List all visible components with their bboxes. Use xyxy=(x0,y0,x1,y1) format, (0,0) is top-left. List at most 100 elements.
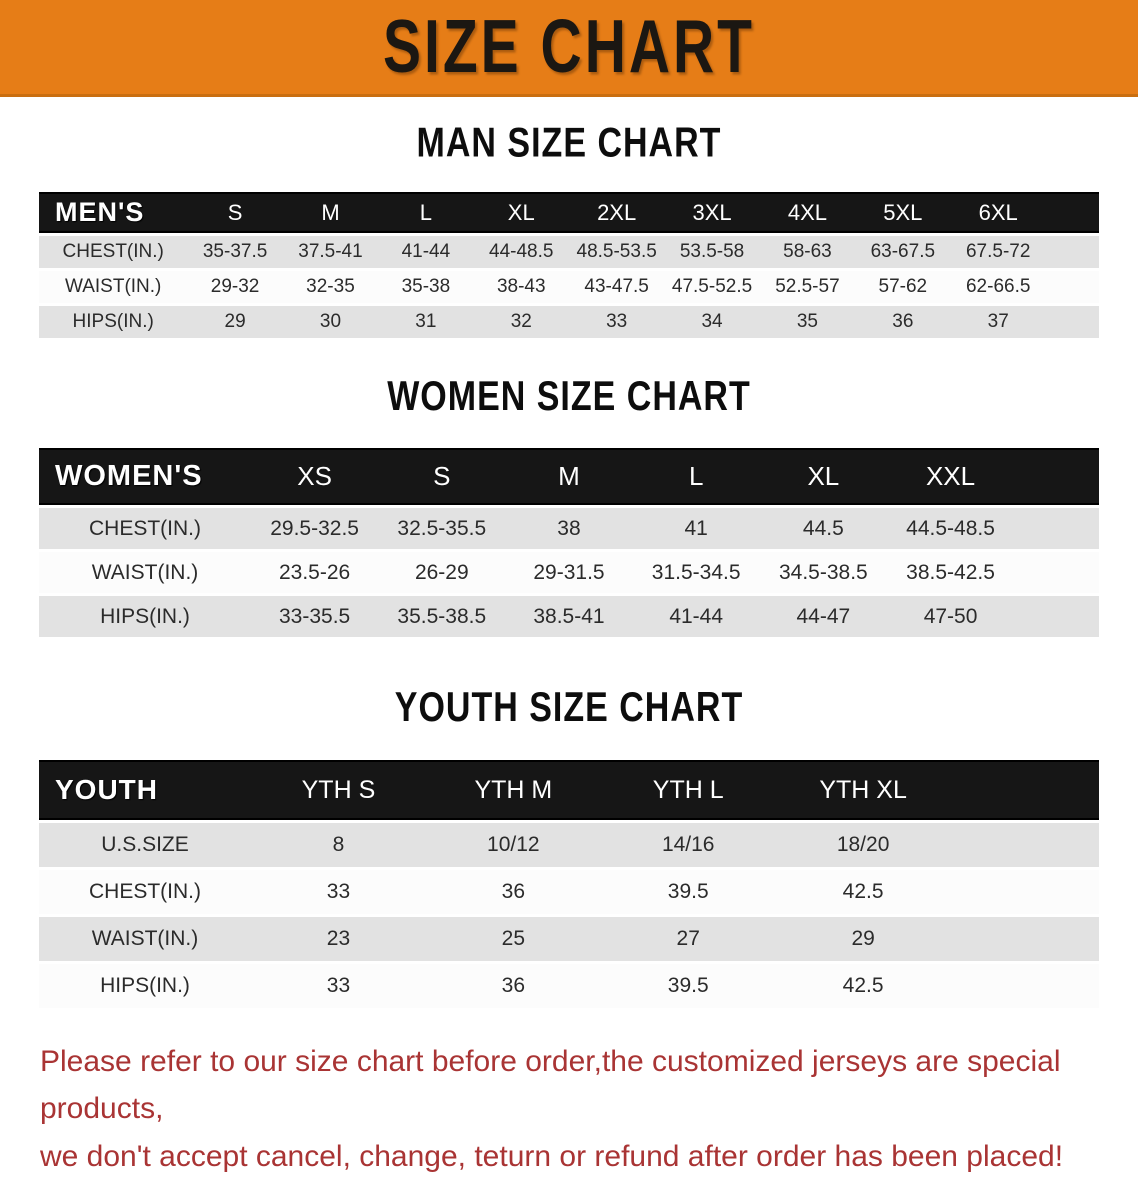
table-row: U.S.SIZE 8 10/12 14/16 18/20 xyxy=(39,823,1099,867)
men-size-section: MAN SIZE CHART MEN'S S M L XL 2XL 3XL 4XL 5XL 6XL… xyxy=(0,97,1138,341)
row-filler-cell xyxy=(950,870,1099,914)
table-cell: 34.5-38.5 xyxy=(759,552,887,593)
table-group-label: MEN'S xyxy=(39,192,188,233)
column-header: M xyxy=(505,448,633,505)
table-cell: 32.5-35.5 xyxy=(378,508,506,549)
table-cell: 38 xyxy=(505,508,633,549)
header-filler-cell xyxy=(950,760,1099,820)
table-row: CHEST(IN.) 29.5-32.5 32.5-35.5 38 41 44.5 44.5… xyxy=(39,508,1099,549)
table-cell: 67.5-72 xyxy=(950,236,1046,268)
row-filler-cell xyxy=(950,964,1099,1008)
table-row: CHEST(IN.) 35-37.5 37.5-41 41-44 44-48.5 48.5… xyxy=(39,236,1099,268)
table-cell: 47.5-52.5 xyxy=(664,271,760,303)
table-cell: 31.5-34.5 xyxy=(632,552,760,593)
column-header: YTH XL xyxy=(775,760,951,820)
column-header: YTH L xyxy=(600,760,776,820)
table-cell: 35-37.5 xyxy=(187,236,283,268)
table-cell: 37 xyxy=(950,306,1046,338)
row-filler-cell xyxy=(1045,306,1099,338)
table-cell: 62-66.5 xyxy=(950,271,1046,303)
table-cell: 39.5 xyxy=(600,964,776,1008)
row-label: CHEST(IN.) xyxy=(39,508,252,549)
table-header-row: YOUTH YTH S YTH M YTH L YTH XL xyxy=(39,760,1099,820)
table-cell: 29-32 xyxy=(187,271,283,303)
table-cell: 18/20 xyxy=(775,823,951,867)
table-cell: 23 xyxy=(251,917,426,961)
youth-size-table: YOUTH YTH S YTH M YTH L YTH XL U.S.SIZE 8 10/12… xyxy=(39,757,1099,1011)
banner-title: SIZE CHART xyxy=(383,4,755,90)
table-cell: 27 xyxy=(600,917,776,961)
column-header: S xyxy=(187,192,283,233)
table-cell: 33-35.5 xyxy=(251,596,379,637)
table-row: CHEST(IN.) 33 36 39.5 42.5 xyxy=(39,870,1099,914)
row-filler-cell xyxy=(1014,508,1099,549)
column-header: M xyxy=(282,192,379,233)
table-cell: 23.5-26 xyxy=(251,552,379,593)
row-filler-cell xyxy=(1014,552,1099,593)
youth-size-section: YOUTH SIZE CHART YOUTH YTH S YTH M YTH L YTH… xyxy=(0,640,1138,1011)
table-cell: 33 xyxy=(568,306,665,338)
banner: SIZE CHART xyxy=(0,0,1138,97)
men-section-title: MAN SIZE CHART xyxy=(416,119,722,167)
row-filler-cell xyxy=(950,823,1099,867)
column-header: 2XL xyxy=(568,192,665,233)
table-cell: 8 xyxy=(251,823,426,867)
table-cell: 44-47 xyxy=(759,596,887,637)
table-cell: 34 xyxy=(664,306,760,338)
table-cell: 14/16 xyxy=(600,823,776,867)
table-cell: 35 xyxy=(759,306,856,338)
column-header: 6XL xyxy=(950,192,1046,233)
table-row: HIPS(IN.) 33 36 39.5 42.5 xyxy=(39,964,1099,1008)
table-cell: 25 xyxy=(425,917,601,961)
table-cell: 43-47.5 xyxy=(568,271,665,303)
table-cell: 33 xyxy=(251,870,426,914)
row-label: U.S.SIZE xyxy=(39,823,251,867)
table-row: WAIST(IN.) 29-32 32-35 35-38 38-43 43-47.5 47.… xyxy=(39,271,1099,303)
row-filler-cell xyxy=(1045,236,1099,268)
table-header-row: WOMEN'S XS S M L XL XXL xyxy=(39,448,1099,505)
table-cell: 32 xyxy=(473,306,569,338)
table-cell: 29 xyxy=(187,306,283,338)
table-cell: 41-44 xyxy=(378,236,474,268)
row-label: HIPS(IN.) xyxy=(39,964,251,1008)
table-cell: 30 xyxy=(282,306,379,338)
row-label: HIPS(IN.) xyxy=(39,306,188,338)
table-cell: 37.5-41 xyxy=(282,236,379,268)
women-size-section: WOMEN SIZE CHART WOMEN'S XS S M L XL XXL CHEST(… xyxy=(0,341,1138,640)
table-cell: 36 xyxy=(855,306,951,338)
table-cell: 31 xyxy=(378,306,474,338)
table-cell: 48.5-53.5 xyxy=(568,236,665,268)
disclaimer-note: Please refer to our size chart before or… xyxy=(40,1038,1108,1180)
table-cell: 57-62 xyxy=(855,271,951,303)
table-cell: 39.5 xyxy=(600,870,776,914)
table-group-label: WOMEN'S xyxy=(39,448,252,505)
row-label: WAIST(IN.) xyxy=(39,552,252,593)
table-cell: 52.5-57 xyxy=(759,271,856,303)
table-cell: 29-31.5 xyxy=(505,552,633,593)
column-header: S xyxy=(378,448,506,505)
column-header: 4XL xyxy=(759,192,856,233)
table-cell: 63-67.5 xyxy=(855,236,951,268)
row-label: CHEST(IN.) xyxy=(39,870,251,914)
men-size-table: MEN'S S M L XL 2XL 3XL 4XL 5XL 6XL CHEST(IN.) 35-37… xyxy=(39,189,1099,341)
table-row: WAIST(IN.) 23.5-26 26-29 29-31.5 31.5-34.5 34… xyxy=(39,552,1099,593)
column-header: 5XL xyxy=(855,192,951,233)
row-label: WAIST(IN.) xyxy=(39,917,251,961)
women-section-title: WOMEN SIZE CHART xyxy=(387,373,751,420)
disclaimer-line-1: Please refer to our size chart before or… xyxy=(40,1045,1061,1126)
table-cell: 41 xyxy=(632,508,760,549)
table-cell: 29 xyxy=(775,917,951,961)
table-cell: 44-48.5 xyxy=(473,236,569,268)
table-cell: 29.5-32.5 xyxy=(251,508,379,549)
column-header: XL xyxy=(473,192,569,233)
table-cell: 36 xyxy=(425,870,601,914)
table-cell: 58-63 xyxy=(759,236,856,268)
table-cell: 38.5-42.5 xyxy=(886,552,1015,593)
column-header: L xyxy=(632,448,760,505)
table-cell: 26-29 xyxy=(378,552,506,593)
row-filler-cell xyxy=(1045,271,1099,303)
table-cell: 42.5 xyxy=(775,964,951,1008)
table-row: WAIST(IN.) 23 25 27 29 xyxy=(39,917,1099,961)
women-size-table: WOMEN'S XS S M L XL XXL CHEST(IN.) 29.5-32.5 32.5… xyxy=(39,445,1099,640)
